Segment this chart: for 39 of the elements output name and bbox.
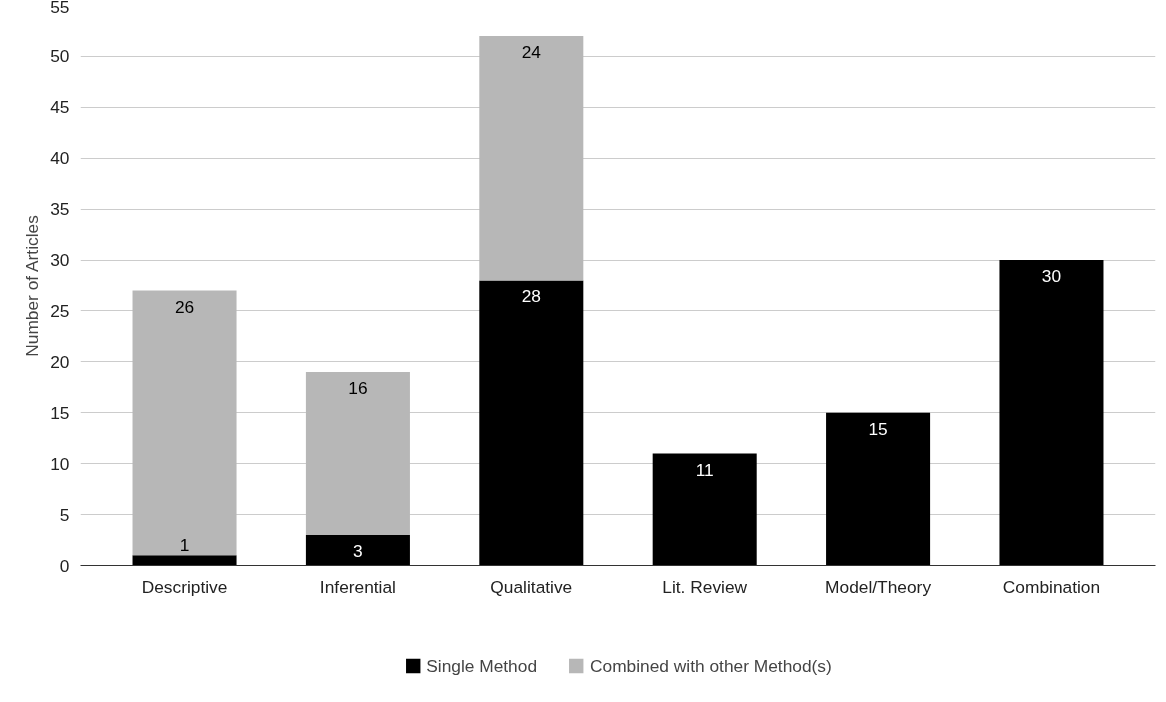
legend-label: Single Method — [426, 655, 538, 677]
bar — [132, 555, 237, 566]
x-tick-label: Model/Theory — [825, 576, 932, 597]
bar — [479, 36, 584, 281]
x-tick-label: Lit. Review — [662, 576, 748, 597]
x-tick-label: Inferential — [319, 576, 396, 597]
y-tick-label: 30 — [50, 250, 70, 271]
y-tick-label: 20 — [50, 351, 70, 372]
data-label: 11 — [695, 459, 714, 480]
bar — [479, 280, 584, 566]
data-label: 26 — [174, 296, 195, 317]
y-tick-label: 45 — [50, 97, 70, 118]
y-tick-label: 5 — [59, 504, 70, 525]
data-label: 24 — [521, 42, 542, 63]
y-tick-label: 40 — [50, 148, 70, 169]
data-label: 3 — [353, 540, 363, 561]
y-tick-label: 0 — [59, 555, 70, 576]
data-label: 15 — [868, 418, 888, 439]
y-tick-label: 15 — [50, 402, 70, 423]
x-tick-label: Qualitative — [490, 576, 573, 597]
data-label: 30 — [1041, 266, 1062, 287]
x-tick-label: Descriptive — [141, 576, 228, 597]
y-tick-label: 25 — [50, 300, 70, 321]
y-tick-label: 55 — [50, 0, 70, 17]
y-tick-label: 35 — [50, 199, 70, 220]
bar — [826, 412, 931, 566]
bar — [999, 260, 1104, 566]
legend-label: Combined with other Method(s) — [590, 655, 832, 677]
bar — [652, 453, 757, 566]
bar — [305, 372, 410, 535]
x-tick-label: Combination — [1002, 576, 1101, 597]
y-tick-label: 50 — [50, 46, 70, 67]
y-tick-label: 10 — [50, 453, 70, 474]
y-axis-title: Number of Articles — [22, 214, 43, 357]
data-label: 16 — [348, 378, 368, 399]
bar — [305, 534, 410, 566]
data-label: 1 — [179, 535, 190, 556]
bar — [132, 290, 237, 556]
data-label: 28 — [521, 286, 541, 307]
